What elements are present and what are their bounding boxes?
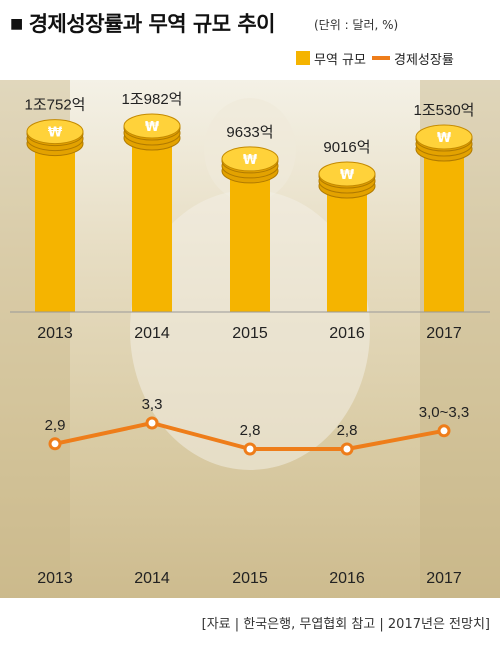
line-value-label: 3,3 xyxy=(142,396,163,413)
line-x-tick: 2017 xyxy=(426,570,462,587)
svg-text:₩: ₩ xyxy=(437,131,452,146)
won-coin-stack-icon: ₩ xyxy=(318,161,376,199)
won-coin-stack-icon: ₩ xyxy=(221,146,279,184)
svg-text:₩: ₩ xyxy=(48,126,63,141)
legend-bar: 무역 규모 xyxy=(296,50,366,68)
legend-line-swatch xyxy=(372,56,390,60)
line-value-label: 3,0~3,3 xyxy=(419,404,469,421)
bar-value-label: 9633억 xyxy=(226,124,273,141)
bar-value-label: 1조752억 xyxy=(25,97,86,114)
bar-x-tick: 2013 xyxy=(37,325,73,342)
legend-line: 경제성장률 xyxy=(372,50,454,68)
svg-text:₩: ₩ xyxy=(243,153,258,168)
bar-x-tick: 2014 xyxy=(134,325,170,342)
line-marker xyxy=(145,416,159,430)
line-x-tick: 2013 xyxy=(37,570,73,587)
bar-x-tick: 2015 xyxy=(232,325,268,342)
svg-text:₩: ₩ xyxy=(340,168,355,183)
line-value-label: 2,9 xyxy=(45,417,66,434)
line-x-tick: 2016 xyxy=(329,570,365,587)
bar-value-label: 1조530억 xyxy=(414,102,475,119)
won-coin-stack-icon: ₩ xyxy=(123,113,181,151)
won-coin-stack-icon: ₩ xyxy=(415,124,473,162)
chart-title: ■ 경제성장률과 무역 규모 추이 xyxy=(10,8,276,38)
legend-line-label: 경제성장률 xyxy=(394,52,454,68)
line-marker xyxy=(243,442,257,456)
line-marker xyxy=(340,442,354,456)
bar-2013 xyxy=(35,145,75,312)
line-value-label: 2,8 xyxy=(337,422,358,439)
legend-bar-swatch xyxy=(296,51,310,65)
chart-title-text: 경제성장률과 무역 규모 추이 xyxy=(28,12,276,36)
title-bullet-icon: ■ xyxy=(10,16,23,32)
won-coin-stack-icon: ₩ xyxy=(26,119,84,157)
legend-bar-label: 무역 규모 xyxy=(314,52,366,68)
bar-2016 xyxy=(327,188,367,312)
svg-text:₩: ₩ xyxy=(145,120,160,135)
line-x-tick: 2015 xyxy=(232,570,268,587)
line-value-label: 2,8 xyxy=(240,422,261,439)
bar-value-label: 1조982억 xyxy=(122,91,183,108)
line-x-tick: 2014 xyxy=(134,570,170,587)
line-marker xyxy=(437,424,451,438)
bar-2014 xyxy=(132,140,172,312)
bar-x-tick: 2017 xyxy=(426,325,462,342)
unit-label: (단위 : 달러, %) xyxy=(314,18,399,32)
bar-2015 xyxy=(230,172,270,312)
bar-value-label: 9016억 xyxy=(323,139,370,156)
bar-x-tick: 2016 xyxy=(329,325,365,342)
bar-2017 xyxy=(424,151,464,312)
source-note: [자료 | 한국은행, 무엽협회 참고 | 2017년은 전망치] xyxy=(201,617,490,632)
line-marker xyxy=(48,437,62,451)
